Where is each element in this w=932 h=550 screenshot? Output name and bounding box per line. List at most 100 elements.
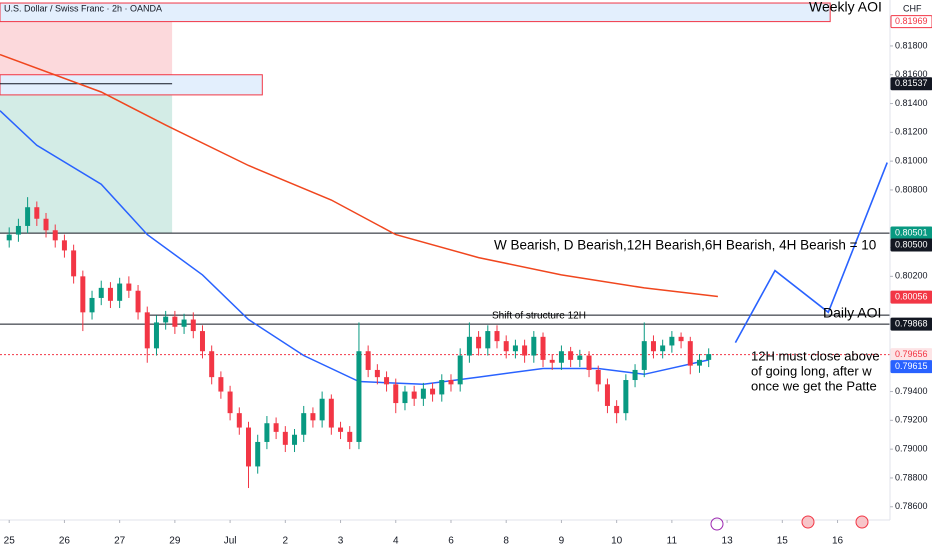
candle-body — [218, 377, 224, 392]
x-tick-label: 3 — [338, 536, 344, 547]
candle-body — [310, 413, 316, 421]
x-tick-label: 16 — [832, 536, 844, 547]
candle-body — [660, 345, 666, 352]
candle-body — [338, 427, 344, 432]
candle-body — [512, 345, 518, 352]
price-tag — [890, 15, 932, 29]
candle-body — [6, 234, 12, 241]
y-tick-label: 0.79000 — [895, 444, 928, 454]
annotations: Weekly AOI Daily AOI Shift of structure … — [492, 0, 882, 393]
candle-body — [347, 431, 353, 442]
x-tick-label: 25 — [4, 536, 16, 547]
zone — [0, 2, 831, 23]
x-tick-label: 29 — [169, 536, 181, 547]
x-tick-label: 9 — [559, 536, 565, 547]
candle-body — [227, 391, 233, 414]
price-tag — [890, 360, 932, 374]
candle-body — [153, 322, 159, 349]
candle-body — [531, 336, 537, 356]
price-tag — [890, 290, 932, 304]
candle-body — [476, 336, 482, 349]
currency-label: CHF — [903, 3, 922, 13]
projection-path — [734, 162, 888, 343]
x-tick-label: 6 — [448, 536, 454, 547]
price-tag-label: 0.81969 — [895, 16, 928, 26]
candle-body — [549, 359, 555, 363]
zone — [0, 74, 263, 96]
candle-body — [448, 380, 454, 385]
candle-body — [209, 351, 215, 378]
candle-body — [144, 312, 150, 349]
y-tick-label: 0.81800 — [895, 40, 928, 50]
candle-body — [503, 341, 509, 352]
candle-body — [411, 391, 417, 399]
y-tick-label: 0.80200 — [895, 271, 928, 281]
candle-body — [264, 423, 270, 442]
x-tick-label: 13 — [722, 536, 734, 547]
axes: 0.81800 0.81600 0.81400 0.81200 0.81000 0.808… — [4, 15, 932, 547]
candle-body — [568, 351, 574, 360]
candle-body — [34, 207, 40, 219]
y-tick-label: 0.81400 — [895, 98, 928, 108]
candle-body — [163, 316, 169, 323]
candle-body — [126, 283, 132, 291]
entry-note-3: once we get the Patte — [751, 378, 877, 393]
y-tick-label: 0.81000 — [895, 156, 928, 166]
candle-body — [199, 331, 205, 352]
flag-icon[interactable] — [855, 515, 869, 529]
candle-body — [706, 354, 712, 360]
shift-label: Shift of structure 12H — [492, 311, 586, 322]
moving-average — [0, 53, 718, 298]
price-tag-label: 0.80500 — [895, 239, 928, 249]
candle-body — [255, 441, 261, 467]
candle-body — [117, 283, 123, 301]
candle-body — [632, 369, 638, 381]
candle-body — [319, 398, 325, 421]
price-tag-label: 0.79615 — [895, 361, 928, 371]
y-tick-label: 0.79400 — [895, 386, 928, 396]
candle-body — [273, 423, 279, 432]
candle-body — [328, 398, 334, 428]
candle-body — [577, 355, 583, 360]
candle-body — [466, 336, 472, 356]
y-tick-label: 0.78600 — [895, 501, 928, 511]
candle-body — [420, 388, 426, 399]
candle-body — [641, 341, 647, 370]
candle-body — [696, 359, 702, 366]
candle-body — [485, 331, 491, 349]
candle-body — [522, 345, 528, 356]
price-tag — [890, 77, 932, 91]
plot-area — [0, 2, 890, 489]
price-tag — [890, 238, 932, 252]
x-tick-label: 8 — [503, 536, 509, 547]
candle-body — [172, 316, 178, 327]
candle-body — [678, 336, 684, 342]
price-tag-label: 0.79656 — [895, 349, 928, 359]
flag-icon[interactable] — [801, 515, 815, 529]
y-tick-label: 0.80800 — [895, 184, 928, 194]
candle-body — [15, 225, 21, 235]
candle-body — [365, 351, 371, 370]
candle-body — [384, 377, 390, 385]
candle-body — [107, 287, 113, 301]
candle-body — [669, 336, 675, 346]
daily-aoi-label: Daily AOI — [823, 305, 881, 321]
y-tick-label: 0.81200 — [895, 127, 928, 137]
bias-note: W Bearish, D Bearish,12H Bearish,6H Bear… — [494, 238, 876, 253]
candle-body — [43, 218, 49, 231]
candle-body — [558, 351, 564, 363]
y-tick-label: 0.79200 — [895, 415, 928, 425]
candle-body — [430, 388, 436, 395]
candle-body — [236, 413, 242, 428]
candle-body — [89, 297, 95, 313]
candle-body — [595, 369, 601, 385]
candle-body — [540, 336, 546, 360]
candle-body — [604, 384, 610, 406]
chart-title: U.S. Dollar / Swiss Franc · 2h · OANDA — [4, 3, 162, 13]
candle-body — [25, 207, 31, 226]
candle-body — [246, 427, 252, 467]
candle-body — [301, 413, 307, 435]
candle-body — [356, 351, 362, 442]
candle-body — [586, 355, 592, 370]
event-icon[interactable] — [710, 517, 724, 531]
